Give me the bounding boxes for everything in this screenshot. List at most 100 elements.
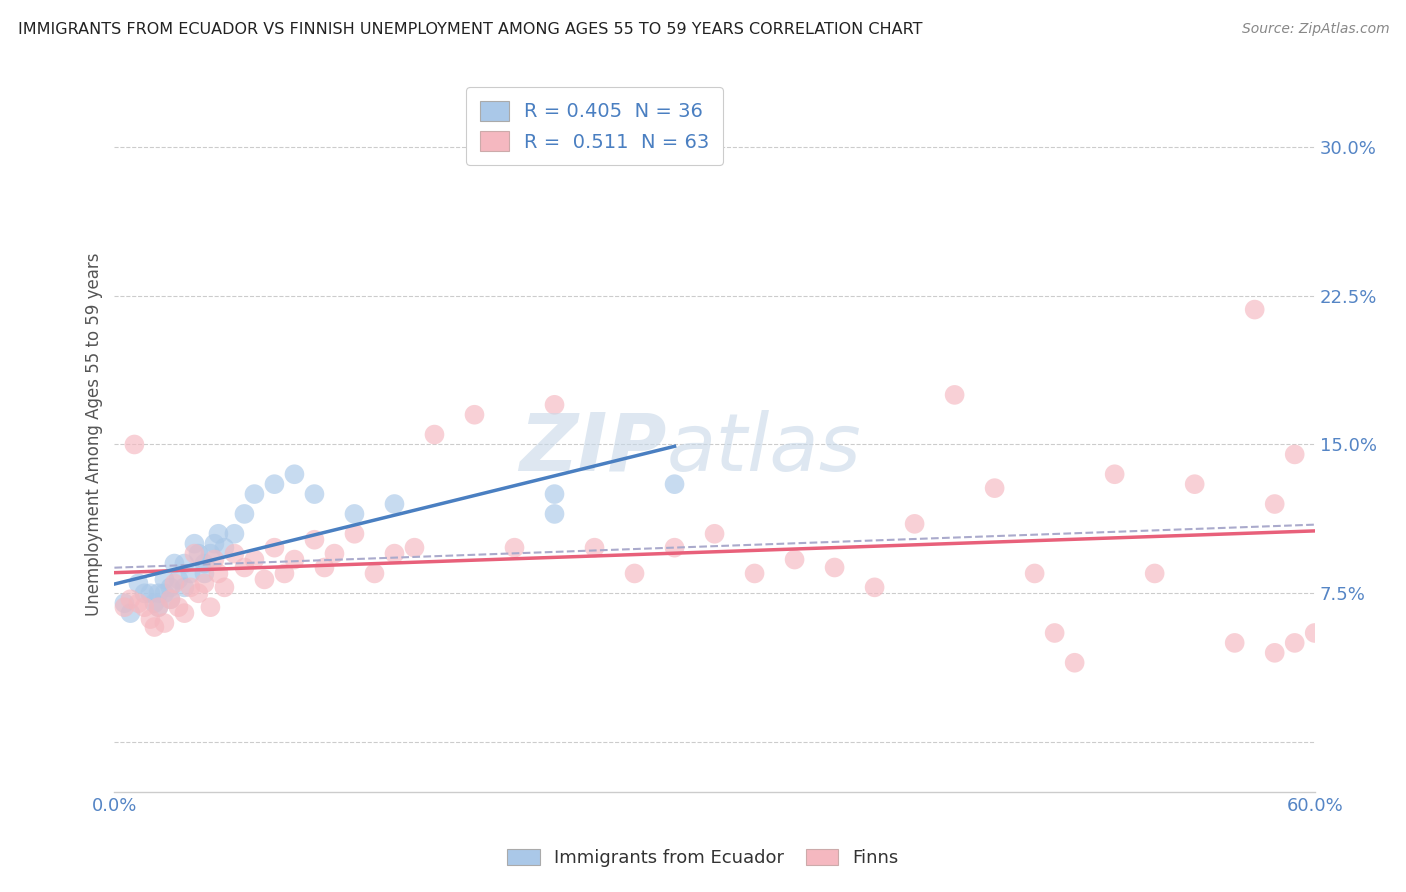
Point bbox=[623, 566, 645, 581]
Text: Source: ZipAtlas.com: Source: ZipAtlas.com bbox=[1241, 22, 1389, 37]
Text: atlas: atlas bbox=[666, 409, 862, 488]
Point bbox=[159, 592, 181, 607]
Point bbox=[214, 541, 236, 555]
Point bbox=[163, 557, 186, 571]
Point bbox=[233, 507, 256, 521]
Point bbox=[224, 547, 246, 561]
Point bbox=[363, 566, 385, 581]
Point bbox=[404, 541, 426, 555]
Point bbox=[304, 533, 326, 547]
Legend: R = 0.405  N = 36, R =  0.511  N = 63: R = 0.405 N = 36, R = 0.511 N = 63 bbox=[465, 87, 723, 165]
Point bbox=[193, 576, 215, 591]
Point bbox=[1284, 636, 1306, 650]
Point bbox=[744, 566, 766, 581]
Point bbox=[543, 507, 565, 521]
Point bbox=[120, 592, 142, 607]
Legend: Immigrants from Ecuador, Finns: Immigrants from Ecuador, Finns bbox=[501, 841, 905, 874]
Point bbox=[1104, 467, 1126, 482]
Point bbox=[173, 580, 195, 594]
Point bbox=[783, 552, 806, 566]
Point bbox=[1063, 656, 1085, 670]
Point bbox=[503, 541, 526, 555]
Point bbox=[127, 596, 149, 610]
Text: ZIP: ZIP bbox=[519, 409, 666, 488]
Point bbox=[1264, 646, 1286, 660]
Text: IMMIGRANTS FROM ECUADOR VS FINNISH UNEMPLOYMENT AMONG AGES 55 TO 59 YEARS CORREL: IMMIGRANTS FROM ECUADOR VS FINNISH UNEMP… bbox=[18, 22, 922, 37]
Point bbox=[187, 547, 209, 561]
Point bbox=[159, 580, 181, 594]
Point bbox=[1284, 447, 1306, 461]
Point bbox=[143, 620, 166, 634]
Point bbox=[124, 437, 146, 451]
Point bbox=[207, 566, 229, 581]
Point bbox=[120, 606, 142, 620]
Point bbox=[283, 552, 305, 566]
Point bbox=[304, 487, 326, 501]
Point bbox=[323, 547, 346, 561]
Point bbox=[200, 547, 222, 561]
Point bbox=[173, 557, 195, 571]
Point bbox=[233, 560, 256, 574]
Point bbox=[1243, 302, 1265, 317]
Point bbox=[224, 526, 246, 541]
Point bbox=[243, 552, 266, 566]
Point bbox=[134, 600, 156, 615]
Point bbox=[273, 566, 295, 581]
Point bbox=[423, 427, 446, 442]
Point bbox=[139, 586, 162, 600]
Point bbox=[187, 586, 209, 600]
Point bbox=[314, 560, 336, 574]
Point bbox=[703, 526, 725, 541]
Point bbox=[253, 573, 276, 587]
Point bbox=[173, 606, 195, 620]
Point bbox=[543, 398, 565, 412]
Point bbox=[583, 541, 606, 555]
Y-axis label: Unemployment Among Ages 55 to 59 years: Unemployment Among Ages 55 to 59 years bbox=[86, 252, 103, 616]
Point bbox=[263, 477, 285, 491]
Point bbox=[207, 526, 229, 541]
Point bbox=[1264, 497, 1286, 511]
Point bbox=[1024, 566, 1046, 581]
Point bbox=[134, 586, 156, 600]
Point bbox=[263, 541, 285, 555]
Point bbox=[343, 507, 366, 521]
Point bbox=[904, 516, 927, 531]
Point bbox=[183, 547, 205, 561]
Point bbox=[384, 497, 406, 511]
Point bbox=[1223, 636, 1246, 650]
Point bbox=[863, 580, 886, 594]
Point bbox=[148, 600, 170, 615]
Point bbox=[664, 541, 686, 555]
Point bbox=[193, 566, 215, 581]
Point bbox=[243, 487, 266, 501]
Point bbox=[159, 592, 181, 607]
Point bbox=[193, 557, 215, 571]
Point bbox=[148, 586, 170, 600]
Point bbox=[167, 600, 190, 615]
Point bbox=[543, 487, 565, 501]
Point bbox=[200, 600, 222, 615]
Point bbox=[163, 576, 186, 591]
Point bbox=[384, 547, 406, 561]
Point bbox=[1303, 626, 1326, 640]
Point bbox=[824, 560, 846, 574]
Point bbox=[153, 586, 176, 600]
Point bbox=[148, 600, 170, 615]
Point bbox=[127, 576, 149, 591]
Point bbox=[204, 537, 226, 551]
Point bbox=[283, 467, 305, 482]
Point bbox=[153, 615, 176, 630]
Point bbox=[983, 481, 1005, 495]
Point bbox=[143, 596, 166, 610]
Point bbox=[153, 573, 176, 587]
Point bbox=[1143, 566, 1166, 581]
Point bbox=[204, 552, 226, 566]
Point bbox=[112, 600, 135, 615]
Point bbox=[139, 612, 162, 626]
Point bbox=[112, 596, 135, 610]
Point bbox=[179, 566, 201, 581]
Point bbox=[214, 580, 236, 594]
Point bbox=[664, 477, 686, 491]
Point bbox=[343, 526, 366, 541]
Point bbox=[1184, 477, 1206, 491]
